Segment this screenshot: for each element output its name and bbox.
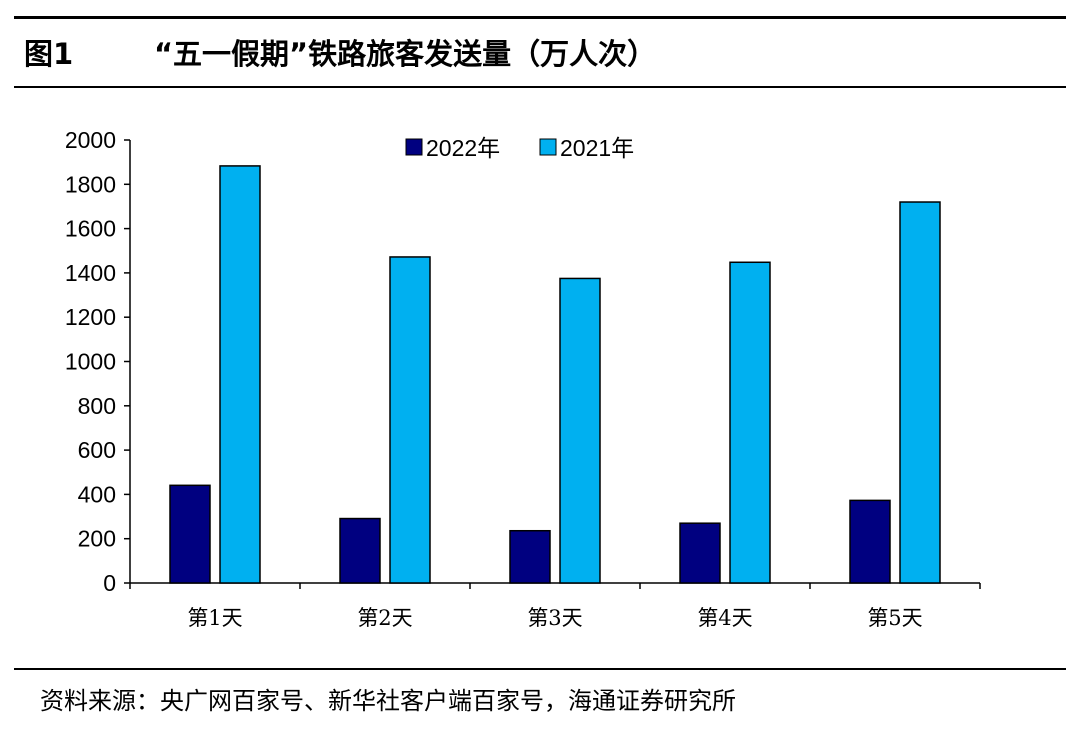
top-rule	[14, 16, 1066, 19]
figure-title-bar: 图1 “五一假期”铁路旅客发送量（万人次）	[24, 24, 656, 80]
figure-title: “五一假期”铁路旅客发送量（万人次）	[154, 37, 657, 71]
legend-swatch	[539, 138, 557, 156]
legend-label: 2022年	[426, 135, 500, 161]
x-tick-label: 第4天	[697, 606, 752, 630]
y-tick-label: 800	[78, 393, 116, 419]
source-note: 资料来源：央广网百家号、新华社客户端百家号，海通证券研究所	[40, 686, 736, 715]
chart-legend: 2022年 2021年	[405, 135, 634, 161]
bar-2022-4	[679, 522, 721, 584]
legend-label: 2021年	[560, 135, 634, 161]
bar-2022-1	[169, 484, 211, 584]
bar-2021-5	[899, 201, 941, 584]
bar-2022-3	[509, 529, 551, 584]
chart-bars	[169, 165, 941, 584]
x-tick-label: 第2天	[357, 606, 412, 630]
y-tick-label: 600	[78, 437, 116, 463]
x-tick-label: 第1天	[187, 606, 242, 630]
y-tick-label: 1800	[65, 171, 116, 197]
bar-2022-5	[849, 499, 891, 584]
bar-2021-4	[729, 261, 771, 584]
y-tick-label: 0	[103, 570, 116, 596]
bar-2022-2	[339, 517, 381, 584]
y-tick-label: 2000	[65, 127, 116, 153]
y-tick-label: 1000	[65, 349, 116, 375]
bar-2021-3	[559, 277, 601, 584]
y-tick-label: 1600	[65, 216, 116, 242]
bar-2021-1	[219, 165, 261, 584]
y-tick-label: 400	[78, 481, 116, 507]
chart-axes: 0 200 400 600 800 1000 1200 1400 1600 1800 2000 第1天…	[65, 127, 981, 630]
title-underline	[14, 86, 1066, 88]
y-tick-label: 1200	[65, 304, 116, 330]
x-tick-label: 第5天	[867, 606, 922, 630]
y-tick-label: 1400	[65, 260, 116, 286]
y-tick-label: 200	[78, 526, 116, 552]
legend-swatch	[405, 138, 423, 156]
bottom-rule	[14, 668, 1066, 670]
x-tick-label: 第3天	[527, 606, 582, 630]
figure-number: 图1	[24, 37, 74, 71]
bar-2021-2	[389, 256, 431, 584]
